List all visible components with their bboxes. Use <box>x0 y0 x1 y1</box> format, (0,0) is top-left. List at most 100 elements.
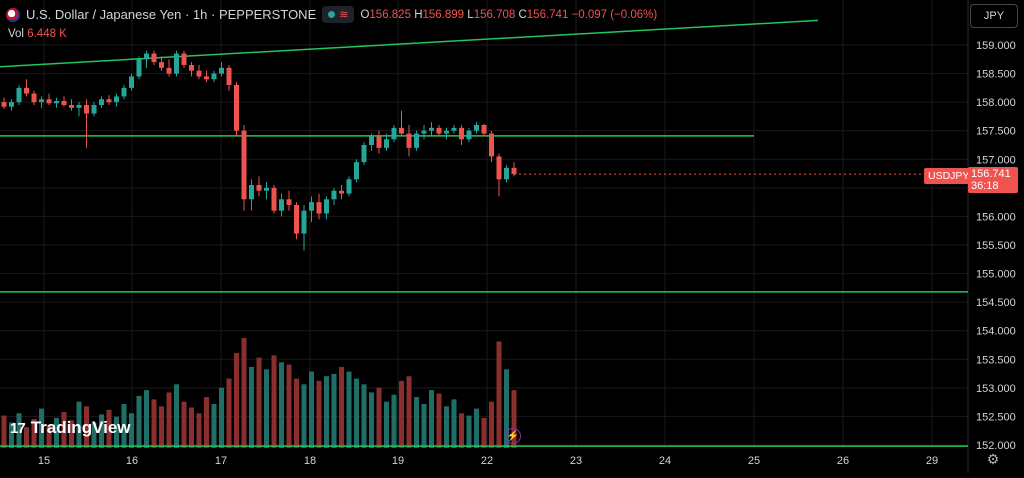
volume-bar <box>129 413 134 448</box>
candle-body <box>361 145 367 163</box>
tradingview-mark-icon: 17 <box>10 419 26 437</box>
last-price-value: 156.741 <box>971 168 1011 180</box>
y-tick-label: 154.000 <box>976 326 1016 338</box>
volume-bar <box>429 390 434 448</box>
volume-bar <box>114 416 119 448</box>
symbol-title[interactable]: U.S. Dollar / Japanese Yen · 1h · PEPPER… <box>26 7 317 22</box>
trend-line <box>0 19 819 68</box>
x-tick-label: 25 <box>748 455 760 467</box>
volume-bar <box>256 357 262 448</box>
volume-bar <box>316 380 322 448</box>
candle-body <box>121 87 127 97</box>
realtime-icon: ≋ <box>339 9 349 21</box>
candle-body <box>106 99 112 103</box>
candle-body <box>279 199 284 211</box>
candle-body <box>406 133 412 148</box>
candle-body <box>489 133 494 157</box>
candle-body <box>264 187 269 191</box>
y-tick-label: 158.000 <box>976 97 1016 109</box>
y-tick-label: 155.500 <box>976 240 1016 252</box>
volume-bar <box>354 378 359 448</box>
candle-body <box>346 179 352 194</box>
candle-body <box>451 127 457 131</box>
candle-body <box>496 156 502 180</box>
volume-bar <box>271 355 277 448</box>
candle-body <box>286 199 292 205</box>
volume-bar <box>91 422 97 448</box>
volume-bar <box>466 415 472 448</box>
low-value: 156.708 <box>473 8 516 21</box>
status-pill[interactable]: ≋ <box>322 6 355 23</box>
market-open-icon <box>328 11 336 18</box>
tradingview-logo[interactable]: 17 TradingView <box>10 418 131 438</box>
x-tick-label: 17 <box>215 455 227 467</box>
volume-bar <box>474 408 479 448</box>
candle-body <box>399 127 404 134</box>
volume-bar <box>189 407 194 448</box>
volume-bar <box>54 417 59 448</box>
y-tick-label: 155.000 <box>976 269 1016 281</box>
settings-gear-icon[interactable]: ⚙ <box>986 451 1000 467</box>
volume-bar <box>196 413 202 448</box>
volume-bar <box>331 373 337 448</box>
candle-body <box>384 139 389 148</box>
candle-body <box>211 73 217 80</box>
candle-body <box>309 202 314 211</box>
volume-bar <box>384 401 389 448</box>
volume-bar <box>436 393 442 448</box>
volume-value: 6.448 K <box>27 28 67 40</box>
x-tick-label: 15 <box>38 455 50 467</box>
candle-body <box>181 53 187 65</box>
candle-body <box>91 105 97 114</box>
volume-bar <box>459 413 464 448</box>
candle-body <box>324 199 329 214</box>
volume-bar <box>369 392 374 448</box>
x-tick-label: 18 <box>304 455 316 467</box>
volume-bar <box>226 378 232 448</box>
candle-body <box>189 65 194 71</box>
volume-legend: Vol 6.448 K <box>8 28 67 40</box>
candle-body <box>129 76 134 88</box>
volume-bar <box>24 427 29 448</box>
candle-body <box>339 190 344 194</box>
volume-bar <box>144 390 149 448</box>
candle-body <box>136 59 142 77</box>
volume-bar <box>421 404 427 448</box>
volume-bar <box>204 397 209 448</box>
candle-body <box>24 87 29 94</box>
x-tick-label: 19 <box>392 455 404 467</box>
candle-body <box>61 101 67 105</box>
volume-bar <box>346 371 352 448</box>
candle-body <box>481 125 487 134</box>
candle-body <box>466 130 472 140</box>
candle-body <box>166 67 172 74</box>
candle-body <box>369 136 374 145</box>
volume-bar <box>211 404 217 448</box>
volume-bar <box>391 394 397 448</box>
candle-body <box>376 136 382 148</box>
y-tick-label: 158.500 <box>976 69 1016 81</box>
volume-bar <box>46 424 52 448</box>
candle-body <box>301 210 307 234</box>
candle-body <box>39 99 44 103</box>
candle-body <box>54 101 59 104</box>
candle-body <box>174 53 179 74</box>
flash-icon[interactable]: ⚡ <box>505 428 521 444</box>
y-tick-label: 157.000 <box>976 154 1016 166</box>
candle-body <box>16 87 22 103</box>
volume-bar <box>219 387 224 448</box>
currency-button[interactable]: JPY <box>970 4 1018 28</box>
candle-body <box>436 127 442 134</box>
volume-bar <box>159 406 164 448</box>
y-tick-label: 154.500 <box>976 297 1016 309</box>
volume-bar <box>414 397 419 448</box>
volume-bar <box>39 408 44 448</box>
x-tick-label: 24 <box>659 455 671 467</box>
x-tick-label: 22 <box>481 455 493 467</box>
y-tick-label: 157.500 <box>976 126 1016 138</box>
chart-header: U.S. Dollar / Japanese Yen · 1h · PEPPER… <box>6 6 657 23</box>
candle-body <box>271 187 277 211</box>
ohlc-readout: O156.825 H156.899 L156.708 C156.741 −0.0… <box>360 8 658 21</box>
